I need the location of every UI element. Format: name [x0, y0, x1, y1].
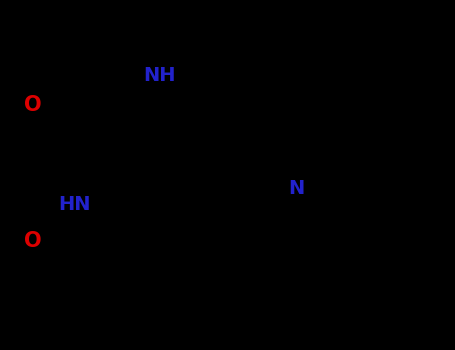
Text: HN: HN	[58, 195, 91, 214]
Text: O: O	[24, 95, 42, 115]
Text: N: N	[288, 179, 304, 198]
Text: O: O	[24, 231, 42, 251]
Text: NH: NH	[143, 66, 175, 85]
